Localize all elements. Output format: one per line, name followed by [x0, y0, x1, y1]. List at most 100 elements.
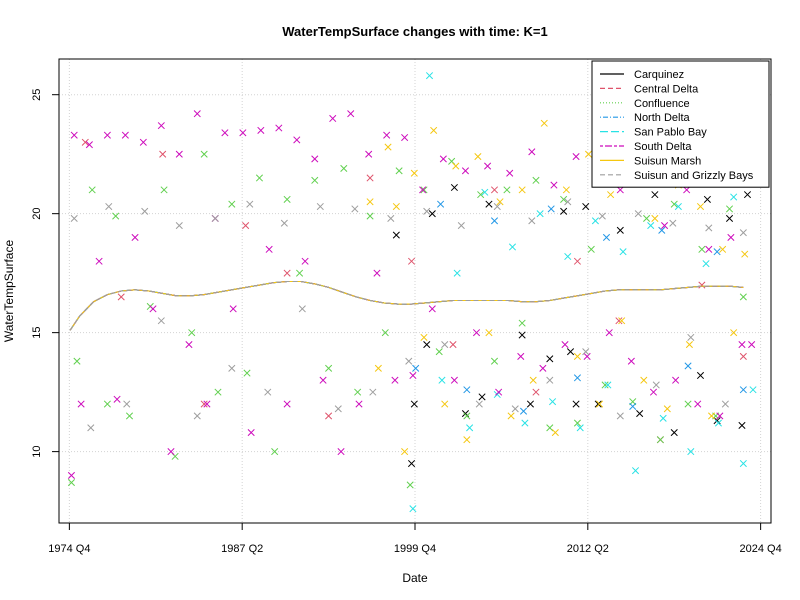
data-point: [392, 202, 400, 211]
data-point: [243, 369, 251, 377]
x-tick-label: 1999 Q4: [394, 543, 436, 555]
data-point: [713, 248, 721, 256]
data-point: [564, 252, 572, 261]
data-point: [521, 419, 529, 427]
data-point: [602, 233, 611, 242]
data-point: [584, 150, 593, 158]
data-point: [721, 400, 729, 408]
data-point: [423, 340, 431, 349]
data-point: [428, 305, 436, 313]
data-point: [214, 388, 222, 396]
data-point: [694, 400, 702, 408]
data-point: [528, 148, 536, 156]
data-point: [634, 210, 642, 218]
data-point: [598, 212, 606, 220]
data-point: [605, 329, 613, 337]
data-point: [517, 352, 525, 360]
data-point: [387, 214, 395, 222]
data-point: [325, 412, 333, 420]
data-point: [687, 448, 695, 456]
data-point: [193, 110, 201, 118]
data-point: [561, 340, 569, 349]
data-point: [696, 371, 705, 380]
data-point: [739, 352, 747, 360]
data-point: [532, 388, 540, 396]
data-point: [391, 376, 399, 384]
legend-label: North Delta: [634, 112, 691, 124]
data-point: [685, 340, 693, 349]
data-point: [409, 371, 417, 380]
data-point: [684, 400, 692, 408]
data-point: [616, 412, 624, 420]
data-point: [536, 210, 544, 218]
data-point: [484, 162, 492, 170]
data-point: [131, 233, 139, 242]
data-point: [340, 164, 348, 173]
data-point: [369, 388, 377, 396]
data-point: [670, 200, 678, 208]
data-point: [103, 400, 111, 408]
data-point: [298, 305, 306, 313]
data-point: [739, 229, 747, 237]
data-point: [564, 198, 572, 206]
data-point: [141, 207, 149, 215]
data-point: [239, 129, 247, 137]
data-point: [85, 141, 93, 149]
data-point: [547, 205, 555, 213]
data-point: [437, 200, 445, 208]
data-point: [354, 388, 362, 396]
data-point: [663, 405, 671, 413]
data-point: [211, 214, 219, 222]
data-point: [175, 150, 183, 158]
data-point: [627, 357, 635, 365]
scatter-points: [67, 72, 757, 513]
data-point: [125, 412, 134, 420]
data-point: [725, 214, 734, 222]
data-point: [463, 412, 471, 420]
data-point: [157, 122, 165, 130]
data-point: [738, 340, 746, 349]
data-point: [246, 200, 254, 208]
data-point: [112, 212, 120, 220]
data-point: [401, 133, 409, 142]
data-point: [149, 305, 157, 313]
data-point: [311, 155, 319, 163]
data-point: [438, 376, 446, 384]
data-point: [507, 412, 515, 420]
data-point: [73, 357, 81, 365]
data-point: [159, 150, 167, 158]
data-point: [741, 250, 749, 258]
data-point: [255, 174, 264, 182]
data-point: [419, 186, 427, 194]
data-point: [658, 226, 666, 234]
data-point: [383, 131, 391, 139]
data-point: [188, 329, 196, 337]
data-point: [160, 186, 168, 194]
data-point: [705, 245, 713, 253]
data-point: [616, 226, 624, 234]
data-point: [407, 257, 416, 265]
data-point: [532, 176, 540, 184]
data-point: [702, 260, 710, 268]
data-point: [67, 471, 75, 479]
data-point: [546, 424, 554, 432]
data-point: [271, 448, 279, 456]
data-point: [730, 193, 738, 201]
data-point: [407, 459, 416, 468]
data-point: [420, 333, 428, 341]
data-point: [325, 364, 333, 372]
data-point: [576, 424, 584, 432]
data-point: [351, 205, 359, 213]
data-point: [560, 207, 568, 215]
smooth-curves: [69, 280, 744, 331]
data-point: [748, 340, 756, 349]
data-point: [409, 505, 417, 513]
data-point: [474, 153, 482, 161]
legend-label: Confluence: [634, 98, 690, 110]
data-point: [719, 245, 727, 253]
data-point: [647, 222, 655, 230]
data-point: [640, 376, 648, 384]
legend: Carquinez Central Delta Confluence North De…: [591, 60, 770, 188]
data-point: [185, 340, 193, 349]
data-point: [123, 400, 131, 408]
